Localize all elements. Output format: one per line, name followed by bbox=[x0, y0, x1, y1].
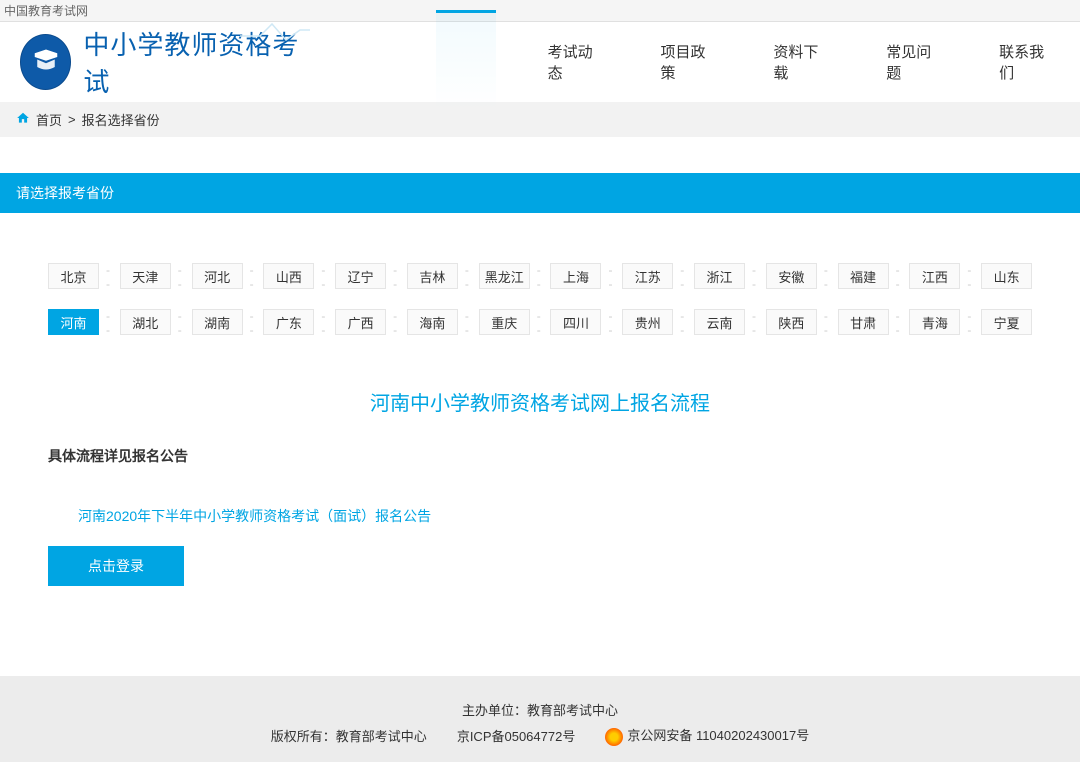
flow-title: 河南中小学教师资格考试网上报名流程 bbox=[0, 387, 1080, 416]
icp-number: 京ICP备05064772号 bbox=[457, 726, 576, 745]
province-青海[interactable]: 青海 bbox=[909, 309, 960, 335]
province-江西[interactable]: 江西 bbox=[909, 263, 960, 289]
province-北京[interactable]: 北京 bbox=[48, 263, 99, 289]
footer: 主办单位：教育部考试中心 版权所有：教育部考试中心 京ICP备05064772号… bbox=[0, 676, 1080, 762]
province-dash: -- bbox=[391, 309, 402, 337]
province-四川[interactable]: 四川 bbox=[550, 309, 601, 335]
province-dash: -- bbox=[319, 309, 330, 337]
province-山西[interactable]: 山西 bbox=[263, 263, 314, 289]
copyright-label: 版权所有： bbox=[271, 729, 336, 744]
province-陕西[interactable]: 陕西 bbox=[766, 309, 817, 335]
province-dash: -- bbox=[965, 309, 976, 337]
province-贵州[interactable]: 贵州 bbox=[622, 309, 673, 335]
announcement-link[interactable]: 河南2020年下半年中小学教师资格考试（面试）报名公告 bbox=[0, 506, 1080, 526]
sponsor-label: 主办单位： bbox=[462, 703, 527, 718]
province-广东[interactable]: 广东 bbox=[263, 309, 314, 335]
police-badge-icon bbox=[605, 728, 623, 746]
province-dash: -- bbox=[894, 263, 905, 291]
province-江苏[interactable]: 江苏 bbox=[622, 263, 673, 289]
province-dash: -- bbox=[822, 309, 833, 337]
province-dash: -- bbox=[606, 263, 617, 291]
province-dash: -- bbox=[176, 263, 187, 291]
province-row-2: 河南--湖北--湖南--广东--广西--海南--重庆--四川--贵州--云南--… bbox=[48, 309, 1032, 337]
province-宁夏[interactable]: 宁夏 bbox=[981, 309, 1032, 335]
decor-line bbox=[240, 22, 310, 42]
home-icon bbox=[16, 111, 30, 128]
nav-item-downloads[interactable]: 资料下载 bbox=[761, 13, 834, 111]
province-天津[interactable]: 天津 bbox=[120, 263, 171, 289]
nav-item-policy[interactable]: 项目政策 bbox=[648, 13, 721, 111]
section-header: 请选择报考省份 bbox=[0, 173, 1080, 213]
province-广西[interactable]: 广西 bbox=[335, 309, 386, 335]
province-福建[interactable]: 福建 bbox=[838, 263, 889, 289]
province-dash: -- bbox=[104, 309, 115, 337]
province-dash: -- bbox=[750, 309, 761, 337]
province-dash: -- bbox=[894, 309, 905, 337]
province-dash: -- bbox=[535, 263, 546, 291]
province-河南[interactable]: 河南 bbox=[48, 309, 99, 335]
sponsor-value: 教育部考试中心 bbox=[527, 703, 618, 718]
province-dash: -- bbox=[606, 309, 617, 337]
footer-line-1: 主办单位：教育部考试中心 bbox=[0, 700, 1080, 719]
flow-note: 具体流程详见报名公告 bbox=[0, 446, 1080, 466]
nav-spacer bbox=[436, 10, 496, 111]
province-甘肃[interactable]: 甘肃 bbox=[838, 309, 889, 335]
province-辽宁[interactable]: 辽宁 bbox=[335, 263, 386, 289]
topbar-text: 中国教育考试网 bbox=[4, 4, 88, 18]
province-dash: -- bbox=[463, 263, 474, 291]
province-湖南[interactable]: 湖南 bbox=[192, 309, 243, 335]
province-吉林[interactable]: 吉林 bbox=[407, 263, 458, 289]
breadcrumb-home[interactable]: 首页 bbox=[36, 110, 62, 129]
province-山东[interactable]: 山东 bbox=[981, 263, 1032, 289]
copyright-value: 教育部考试中心 bbox=[336, 729, 427, 744]
footer-line-2: 版权所有：教育部考试中心 京ICP备05064772号 京公网安备 110402… bbox=[0, 725, 1080, 746]
province-dash: -- bbox=[248, 263, 259, 291]
province-黑龙江[interactable]: 黑龙江 bbox=[479, 263, 530, 289]
province-dash: -- bbox=[319, 263, 330, 291]
province-dash: -- bbox=[176, 309, 187, 337]
police-text: 京公网安备 11040202430017号 bbox=[627, 728, 809, 743]
section-title: 请选择报考省份 bbox=[16, 185, 114, 201]
province-重庆[interactable]: 重庆 bbox=[479, 309, 530, 335]
nav-item-contact[interactable]: 联系我们 bbox=[987, 13, 1060, 111]
header: 中小学教师资格考试 考试动态 项目政策 资料下载 常见问题 联系我们 bbox=[0, 22, 1080, 102]
province-安徽[interactable]: 安徽 bbox=[766, 263, 817, 289]
nav-item-faq[interactable]: 常见问题 bbox=[874, 13, 947, 111]
province-dash: -- bbox=[678, 263, 689, 291]
province-海南[interactable]: 海南 bbox=[407, 309, 458, 335]
province-上海[interactable]: 上海 bbox=[550, 263, 601, 289]
province-dash: -- bbox=[535, 309, 546, 337]
province-row-1: 北京--天津--河北--山西--辽宁--吉林--黑龙江--上海--江苏--浙江-… bbox=[48, 263, 1032, 291]
logo-icon bbox=[20, 34, 71, 90]
breadcrumb-current: 报名选择省份 bbox=[82, 110, 160, 129]
province-dash: -- bbox=[104, 263, 115, 291]
province-dash: -- bbox=[750, 263, 761, 291]
nav: 考试动态 项目政策 资料下载 常见问题 联系我们 bbox=[436, 13, 1060, 111]
breadcrumb-sep: > bbox=[68, 112, 76, 127]
province-dash: -- bbox=[463, 309, 474, 337]
province-dash: -- bbox=[678, 309, 689, 337]
police-record: 京公网安备 11040202430017号 bbox=[605, 725, 809, 746]
province-dash: -- bbox=[248, 309, 259, 337]
province-dash: -- bbox=[965, 263, 976, 291]
province-云南[interactable]: 云南 bbox=[694, 309, 745, 335]
province-浙江[interactable]: 浙江 bbox=[694, 263, 745, 289]
login-button[interactable]: 点击登录 bbox=[48, 546, 184, 586]
province-grid: 北京--天津--河北--山西--辽宁--吉林--黑龙江--上海--江苏--浙江-… bbox=[0, 213, 1080, 337]
province-dash: -- bbox=[822, 263, 833, 291]
province-河北[interactable]: 河北 bbox=[192, 263, 243, 289]
nav-item-exam-news[interactable]: 考试动态 bbox=[536, 13, 609, 111]
province-湖北[interactable]: 湖北 bbox=[120, 309, 171, 335]
province-dash: -- bbox=[391, 263, 402, 291]
